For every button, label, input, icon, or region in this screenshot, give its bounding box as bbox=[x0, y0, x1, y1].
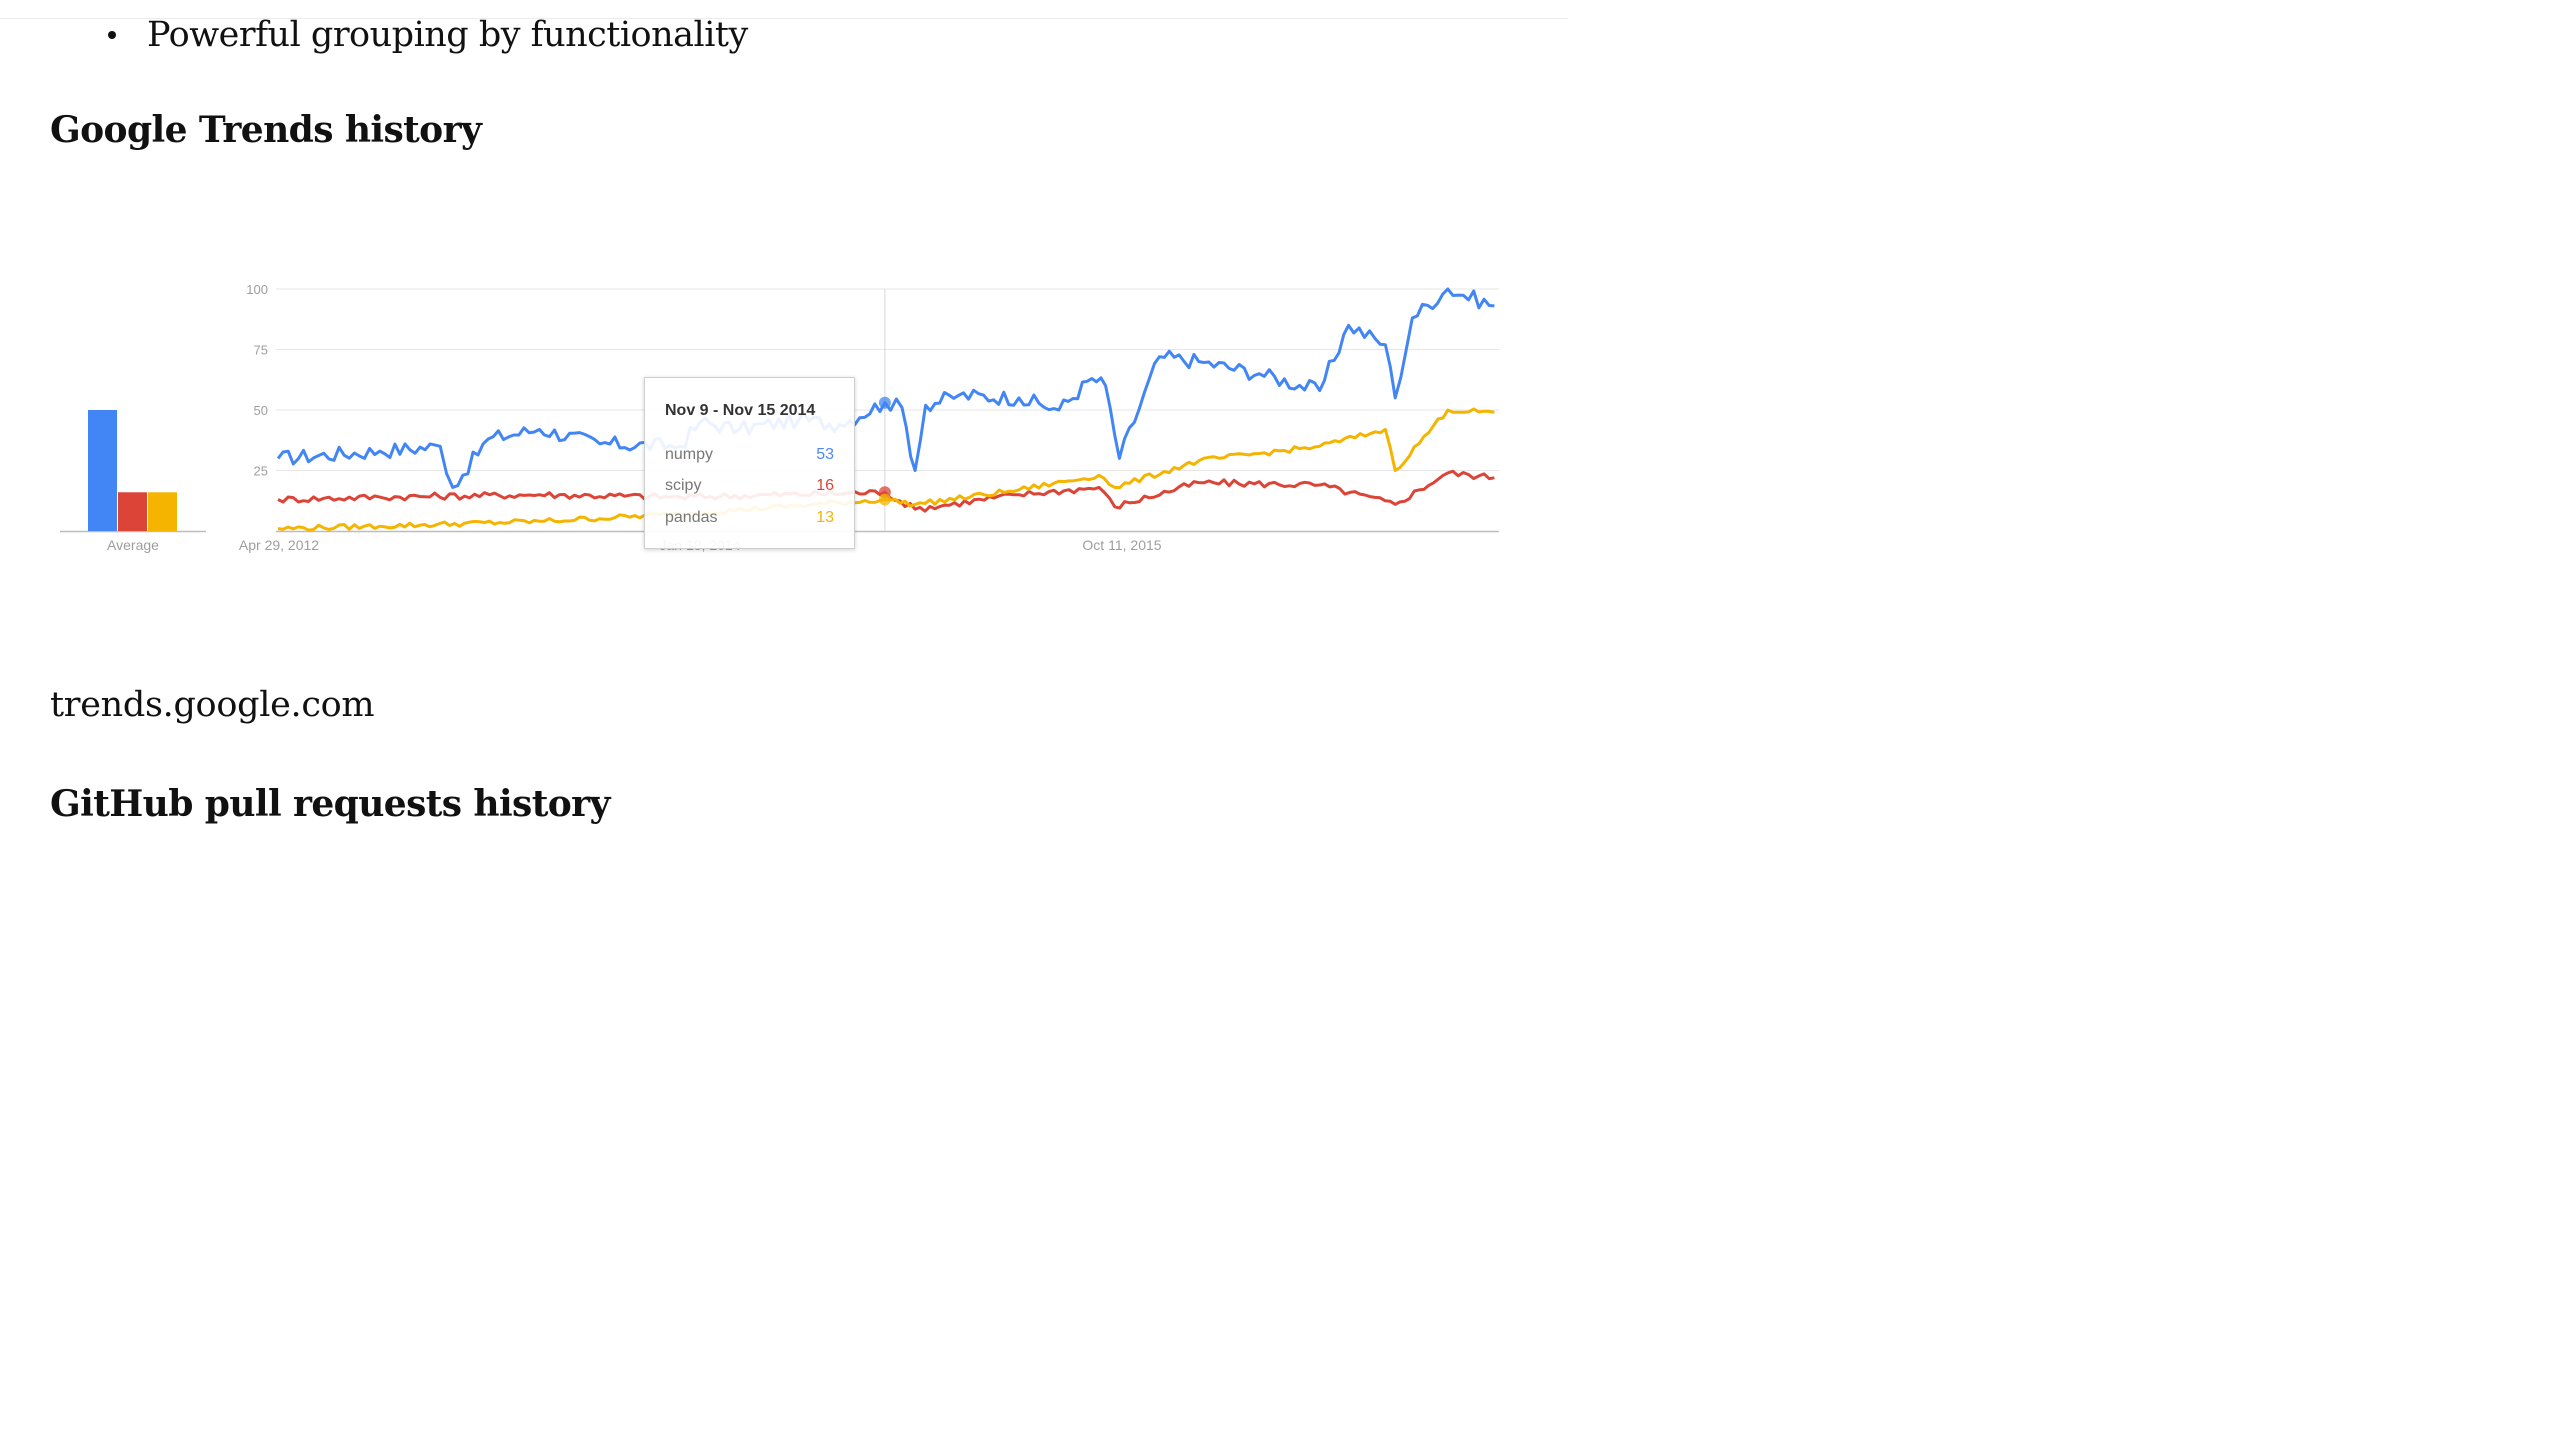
hover-point-numpy bbox=[878, 396, 891, 409]
tooltip-value: 13 bbox=[816, 509, 834, 526]
list-item: Powerful grouping by functionality bbox=[108, 10, 748, 60]
chart-tooltip: Nov 9 - Nov 15 2014 numpy 53 scipy 16 pa… bbox=[644, 377, 855, 549]
tooltip-value: 16 bbox=[816, 477, 834, 494]
top-divider bbox=[0, 18, 1568, 19]
x-tick-label: Apr 29, 2012 bbox=[239, 537, 319, 553]
average-bar-scipy bbox=[118, 492, 147, 531]
series-line-pandas bbox=[277, 407, 1495, 532]
list-item-text: Powerful grouping by functionality bbox=[147, 15, 748, 55]
section-heading-google-trends: Google Trends history bbox=[50, 109, 482, 151]
source-caption: trends.google.com bbox=[50, 685, 375, 725]
hover-point-pandas bbox=[878, 493, 891, 506]
y-tick-label: 100 bbox=[246, 282, 268, 297]
section-heading-github: GitHub pull requests history bbox=[50, 783, 610, 825]
x-tick-label: Oct 11, 2015 bbox=[1082, 537, 1161, 553]
tooltip-label: pandas bbox=[665, 509, 718, 526]
tooltip-row-numpy: numpy 53 bbox=[665, 446, 834, 464]
average-bar-numpy bbox=[88, 410, 117, 531]
tooltip-label: scipy bbox=[665, 477, 702, 494]
tooltip-value: 53 bbox=[816, 446, 834, 463]
series-line-numpy bbox=[276, 287, 1495, 489]
bullet-dot bbox=[108, 31, 116, 39]
average-bar-chart: Average bbox=[60, 410, 206, 553]
y-tick-label: 50 bbox=[254, 403, 268, 418]
average-bar-pandas bbox=[148, 492, 177, 531]
y-tick-label: 25 bbox=[254, 464, 268, 479]
y-tick-label: 75 bbox=[254, 343, 268, 358]
average-label: Average bbox=[107, 537, 159, 553]
tooltip-row-scipy: scipy 16 bbox=[665, 477, 834, 495]
tooltip-row-pandas: pandas 13 bbox=[665, 509, 834, 527]
tooltip-title: Nov 9 - Nov 15 2014 bbox=[665, 402, 816, 419]
tooltip-label: numpy bbox=[665, 446, 714, 463]
